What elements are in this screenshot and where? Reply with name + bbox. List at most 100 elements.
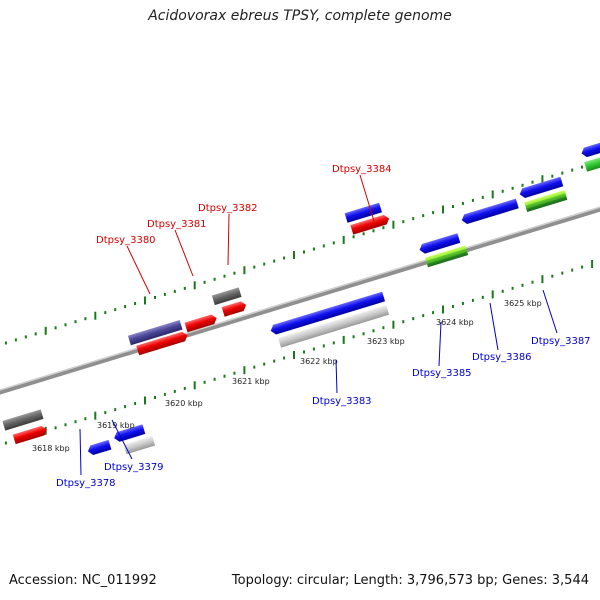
feature-dtpsy-3387-outer[interactable] (518, 176, 564, 199)
feature-dtpsy-3387[interactable] (524, 190, 568, 212)
minor-tick (163, 292, 166, 296)
minor-tick (233, 371, 236, 375)
major-tick (243, 266, 246, 275)
minor-tick (253, 265, 256, 269)
minor-tick (4, 341, 7, 345)
feature-grey-left[interactable] (2, 409, 44, 431)
gene-label-dtpsy-3380[interactable]: Dtpsy_3380 (96, 235, 156, 246)
minor-tick (362, 232, 365, 236)
minor-tick (84, 417, 87, 421)
minor-tick (561, 171, 564, 175)
minor-tick (124, 305, 127, 309)
feature-dtpsy-3383[interactable] (278, 305, 390, 348)
scale-label: 3623 kbp (367, 337, 405, 346)
minor-tick (521, 283, 524, 287)
feature-dtpsy-3382[interactable] (221, 300, 248, 317)
feature-dtpsy-3385-outer[interactable] (418, 233, 461, 255)
feature-dtpsy-3384[interactable] (350, 214, 390, 235)
minor-tick (312, 247, 315, 251)
feature-dtpsy-3385[interactable] (425, 245, 469, 268)
minor-tick (521, 183, 524, 187)
leader-line (227, 213, 230, 266)
minor-tick (422, 314, 425, 318)
minor-tick (154, 296, 156, 299)
minor-tick (263, 262, 266, 266)
minor-tick (134, 402, 137, 405)
minor-tick (551, 174, 554, 178)
gene-label-dtpsy-3386[interactable]: Dtpsy_3386 (472, 352, 532, 363)
minor-tick (471, 198, 474, 202)
minor-tick (104, 311, 107, 315)
feature-dtpsy-3383-outer[interactable] (269, 291, 386, 336)
minor-tick (412, 317, 415, 321)
minor-tick (233, 271, 236, 275)
feature-dtpsy-3382-outer[interactable] (211, 287, 242, 306)
minor-tick (114, 408, 117, 412)
minor-tick (571, 168, 574, 172)
gene-features (2, 140, 600, 456)
feature-dtpsy-3380[interactable] (136, 331, 189, 356)
gene-label-dtpsy-3387[interactable]: Dtpsy_3387 (531, 336, 591, 347)
accession-text: Accession: NC_011992 (9, 573, 157, 588)
major-tick (44, 326, 47, 335)
minor-tick (124, 405, 127, 409)
gene-label-dtpsy-3378[interactable]: Dtpsy_3378 (56, 478, 116, 489)
minor-tick (432, 211, 435, 215)
minor-tick (571, 268, 574, 272)
scale-label: 3625 kbp (504, 299, 542, 308)
minor-tick (283, 256, 286, 260)
scale-label: 3624 kbp (436, 318, 474, 327)
minor-tick (501, 189, 504, 193)
feature-dtpsy-3386[interactable] (460, 198, 519, 225)
gene-label-dtpsy-3379[interactable]: Dtpsy_3379 (104, 462, 164, 473)
feature-dtpsy-3384-outer[interactable] (344, 202, 382, 223)
gene-label-dtpsy-3383[interactable]: Dtpsy_3383 (312, 396, 372, 407)
feature-dtpsy-3379-outer[interactable] (113, 424, 146, 443)
feature-blue-right[interactable] (580, 140, 600, 159)
leader-line (174, 229, 194, 277)
minor-tick (461, 302, 464, 305)
gene-label-dtpsy-3382[interactable]: Dtpsy_3382 (198, 203, 258, 214)
label-leader-lines (79, 174, 558, 476)
minor-tick (322, 344, 325, 348)
minor-tick (74, 420, 77, 424)
major-tick (342, 335, 345, 344)
feature-dtpsy-3378[interactable] (86, 439, 112, 456)
major-tick (392, 320, 395, 329)
minor-tick (154, 396, 156, 399)
feature-dtpsy-3380-outer[interactable] (127, 319, 183, 346)
outer-tick-row (4, 160, 594, 345)
feature-dtpsy-3381[interactable] (184, 313, 219, 333)
minor-tick (332, 341, 335, 345)
genome-backbone (0, 193, 600, 408)
minor-tick (64, 423, 67, 427)
minor-tick (372, 329, 375, 333)
minor-tick (531, 180, 534, 184)
feature-dtpsy-3379[interactable] (123, 435, 156, 455)
minor-tick (303, 350, 305, 354)
minor-tick (452, 305, 454, 308)
gene-label-dtpsy-3384[interactable]: Dtpsy_3384 (332, 164, 392, 175)
gene-label-dtpsy-3381[interactable]: Dtpsy_3381 (147, 219, 207, 230)
minor-tick (273, 259, 276, 263)
minor-tick (511, 186, 514, 190)
minor-tick (551, 274, 554, 278)
major-tick (193, 381, 196, 390)
major-tick (293, 251, 295, 259)
minor-tick (163, 392, 166, 396)
minor-tick (312, 347, 315, 351)
minor-tick (511, 286, 514, 290)
feature-red-left[interactable] (12, 425, 48, 445)
leader-line (126, 245, 151, 295)
minor-tick (223, 274, 226, 278)
scale-labels: 3618 kbp 3619 kbp 3620 kbp 3621 kbp 3622… (32, 299, 542, 453)
minor-tick (213, 277, 216, 281)
minor-tick (332, 241, 335, 245)
minor-tick (24, 335, 27, 339)
minor-tick (203, 280, 206, 284)
scale-label: 3620 kbp (165, 399, 203, 408)
minor-tick (213, 377, 216, 381)
minor-tick (263, 362, 266, 366)
minor-tick (134, 302, 137, 305)
gene-label-dtpsy-3385[interactable]: Dtpsy_3385 (412, 368, 472, 379)
